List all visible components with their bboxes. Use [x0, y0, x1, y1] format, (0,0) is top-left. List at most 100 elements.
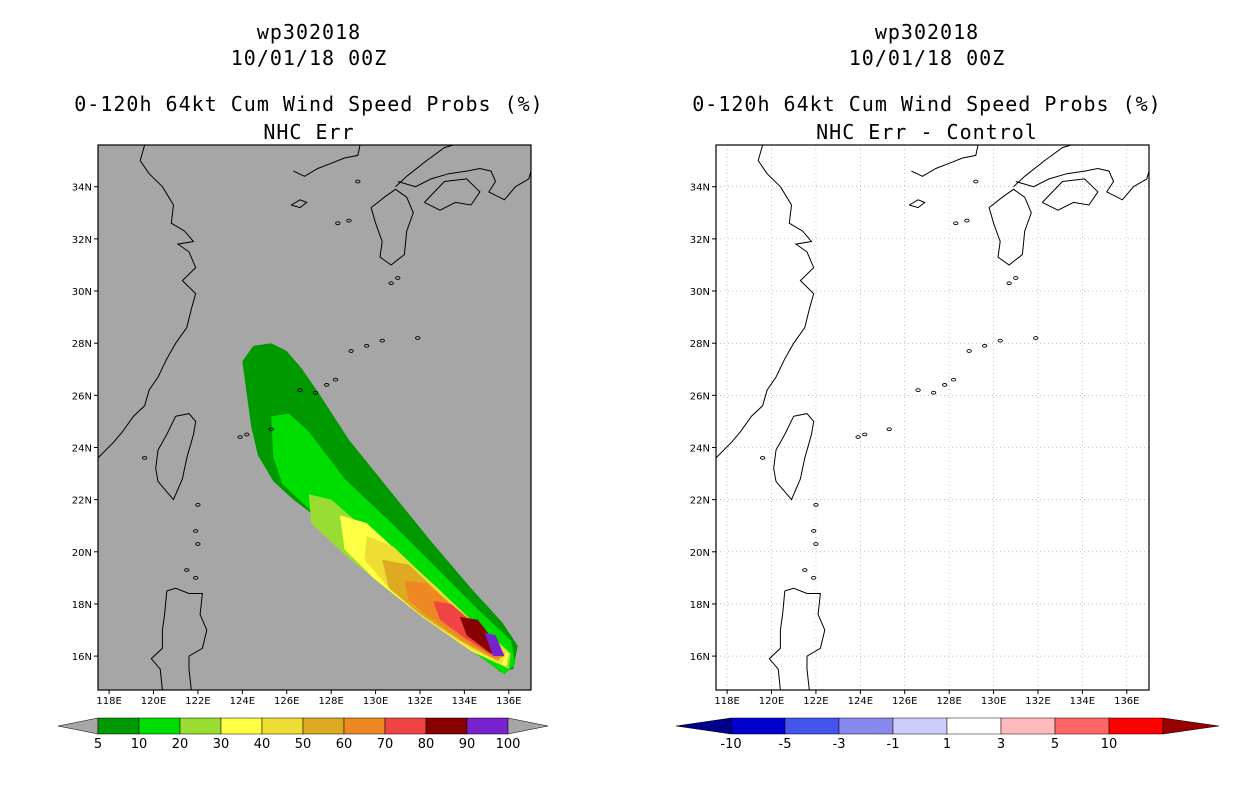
- right-lon-label: 132E: [1025, 696, 1050, 707]
- right-island: [813, 542, 819, 546]
- right-lon-label: 120E: [759, 696, 784, 707]
- right-lon-label: 124E: [848, 696, 873, 707]
- right-island: [802, 568, 808, 572]
- right-island: [942, 383, 948, 387]
- left-lat-label: 30N: [72, 287, 92, 298]
- left-coastline: [290, 199, 308, 209]
- right-lon-label: 130E: [981, 696, 1006, 707]
- right-island: [997, 338, 1003, 343]
- left-island: [346, 218, 352, 223]
- left-island: [184, 568, 190, 572]
- left-lon-label: 122E: [185, 696, 210, 707]
- right-colorbar-swatch: [1000, 717, 1056, 735]
- left-lat-label: 18N: [72, 600, 92, 611]
- left-coastline: [370, 188, 414, 266]
- right-colorbar-label: 10: [1101, 737, 1118, 752]
- right-colorbar-label: -5: [779, 737, 792, 752]
- left-colorbar-swatch: [179, 717, 222, 735]
- right-island: [973, 179, 979, 184]
- right-colorbar-label: 3: [997, 737, 1005, 752]
- right-colorbar-label: -3: [833, 737, 846, 752]
- right-coastline: [988, 188, 1032, 266]
- left-lat-label: 32N: [72, 235, 92, 246]
- left-colorbar-label: 30: [213, 737, 230, 752]
- left-map-frame: [97, 144, 532, 691]
- left-colorbar-swatch: [302, 717, 345, 735]
- right-lon-label: 128E: [936, 696, 961, 707]
- right-colorbar-over-arrow: [1162, 717, 1220, 735]
- right-island: [811, 576, 817, 580]
- right-title-product: 0-120h 64kt Cum Wind Speed Probs (%): [692, 92, 1162, 116]
- left-coastline: [395, 144, 454, 188]
- right-lat-label: 28N: [690, 339, 710, 350]
- left-lon-label: 132E: [407, 696, 432, 707]
- right-island: [1013, 276, 1019, 280]
- left-island: [312, 390, 319, 395]
- right-colorbar-swatch: [946, 717, 1002, 735]
- right-coastline: [715, 144, 815, 459]
- left-island: [355, 179, 361, 184]
- left-lat-label: 34N: [72, 183, 92, 194]
- right-lon-label: 136E: [1114, 696, 1139, 707]
- left-colorbar-swatch: [384, 717, 427, 735]
- left-colorbar-under-arrow: [57, 717, 99, 735]
- right-island: [966, 349, 972, 353]
- left-coastline: [97, 144, 197, 459]
- left-island: [379, 338, 385, 343]
- right-colorbar-swatch: [1054, 717, 1110, 735]
- left-colorbar-label: 5: [94, 737, 102, 752]
- right-colorbar-swatch: [730, 717, 786, 735]
- left-lon-label: 128E: [318, 696, 343, 707]
- left-island: [332, 377, 339, 382]
- left-coastline: [155, 413, 197, 501]
- right-lat-label: 26N: [690, 391, 710, 402]
- right-lat-label: 16N: [690, 652, 710, 663]
- left-colorbar-label: 70: [377, 737, 394, 752]
- right-coastline: [784, 587, 826, 691]
- left-coastline: [150, 590, 168, 691]
- left-map-area: 118E 120E 122E 124E 126E 128E 130E 132E 134E 136E…: [72, 144, 532, 707]
- right-coastline: [911, 144, 979, 177]
- left-island: [364, 343, 370, 348]
- left-island: [193, 529, 199, 533]
- left-colorbar-label: 60: [336, 737, 353, 752]
- right-lat-label: 32N: [690, 235, 710, 246]
- left-lat-label: 28N: [72, 339, 92, 350]
- left-lon-label: 120E: [141, 696, 166, 707]
- right-island: [930, 390, 937, 395]
- left-colorbar-over-arrow: [507, 717, 549, 735]
- left-island: [348, 349, 354, 353]
- right-island: [982, 343, 988, 348]
- right-island: [886, 427, 892, 432]
- right-coastline: [1042, 178, 1099, 211]
- left-lon-label: 124E: [230, 696, 255, 707]
- right-title-sub: NHC Err - Control: [816, 120, 1038, 144]
- right-colorbar-label: -10: [720, 737, 741, 752]
- right-island: [855, 435, 861, 439]
- left-island: [388, 281, 394, 286]
- right-lon-label: 134E: [1070, 696, 1095, 707]
- right-island: [759, 456, 766, 460]
- right-colorbar-under-arrow: [675, 717, 732, 735]
- left-panel: wp302018 10/01/18 00Z 0-120h 64kt Cum Wi…: [57, 20, 549, 752]
- left-island: [237, 435, 243, 439]
- right-map-area: 118E 120E 122E 124E 126E 128E 130E 132E 134E 136E…: [690, 144, 1150, 707]
- left-lon-label: 118E: [96, 696, 121, 707]
- right-lon-label: 118E: [714, 696, 739, 707]
- right-coastline: [768, 590, 786, 691]
- left-colorbar-label: 50: [295, 737, 312, 752]
- left-island: [297, 388, 303, 392]
- left-colorbar-label: 80: [418, 737, 435, 752]
- right-colorbar-swatch: [838, 717, 894, 735]
- left-lon-label: 136E: [496, 696, 521, 707]
- left-title-id: wp302018: [256, 20, 362, 44]
- left-colorbar-swatch: [343, 717, 386, 735]
- right-island: [953, 221, 959, 226]
- left-lon-label: 130E: [363, 696, 388, 707]
- left-coastline: [424, 178, 481, 211]
- left-colorbar-swatch: [97, 717, 140, 735]
- right-island: [964, 218, 970, 223]
- right-island: [1033, 336, 1039, 340]
- right-island: [1006, 281, 1012, 286]
- right-map: 118E 120E 122E 124E 126E 128E 130E 132E 134E 136E…: [675, 144, 1220, 752]
